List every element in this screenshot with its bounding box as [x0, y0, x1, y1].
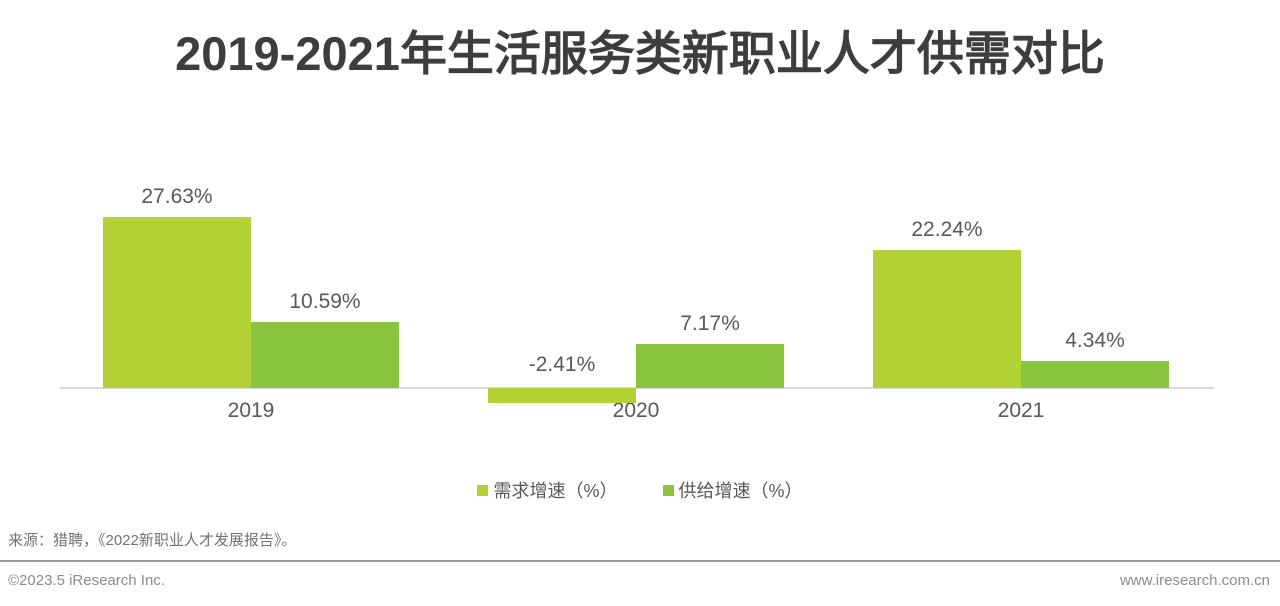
legend-swatch-demand — [477, 484, 489, 496]
legend-label-demand: 需求增速（%） — [493, 481, 618, 501]
footer-divider — [0, 560, 1280, 562]
bar-demand-2021 — [873, 249, 1021, 388]
category-label-2021: 2021 — [997, 399, 1045, 422]
bar-demand-2019 — [103, 216, 251, 388]
legend-item-supply: 供给增速（%） — [662, 477, 803, 503]
legend-label-supply: 供给增速（%） — [678, 481, 803, 501]
value-label-supply-2019: 10.59% — [289, 290, 361, 314]
source-note: 来源：猎聘，《2022新职业人才发展报告》。 — [8, 532, 297, 549]
page-footer: ©2023.5 iResearch Inc. www.iresearch.com… — [0, 562, 1280, 591]
copyright-text: ©2023.5 iResearch Inc. — [8, 572, 165, 589]
report-page: 2019-2021年生活服务类新职业人才供需对比 2019 27.63% 10.59… — [0, 26, 1280, 606]
legend-item-demand: 需求增速（%） — [477, 477, 618, 503]
bar-supply-2021 — [1021, 361, 1169, 388]
category-label-2020: 2020 — [612, 399, 660, 422]
value-label-supply-2021: 4.34% — [1065, 329, 1125, 353]
chart-area: 2019 27.63% 10.59% 2020 -2.41% 7.17% 2021 22.24… — [0, 160, 1280, 430]
chart-legend: 需求增速（%） 供给增速（%） — [0, 478, 1280, 502]
value-label-demand-2020: -2.41% — [528, 353, 596, 376]
value-label-demand-2021: 22.24% — [911, 217, 983, 241]
value-label-supply-2020: 7.17% — [680, 311, 740, 335]
website-link[interactable]: www.iresearch.com.cn — [1119, 572, 1270, 589]
x-axis-line — [60, 387, 1214, 389]
bar-supply-2020 — [636, 343, 784, 388]
legend-swatch-supply — [662, 484, 674, 496]
category-label-2019: 2019 — [227, 399, 275, 422]
bar-demand-2020 — [488, 388, 636, 403]
page-title: 2019-2021年生活服务类新职业人才供需对比 — [175, 27, 1105, 80]
bar-supply-2019 — [251, 322, 399, 388]
value-label-demand-2019: 27.63% — [141, 184, 213, 208]
